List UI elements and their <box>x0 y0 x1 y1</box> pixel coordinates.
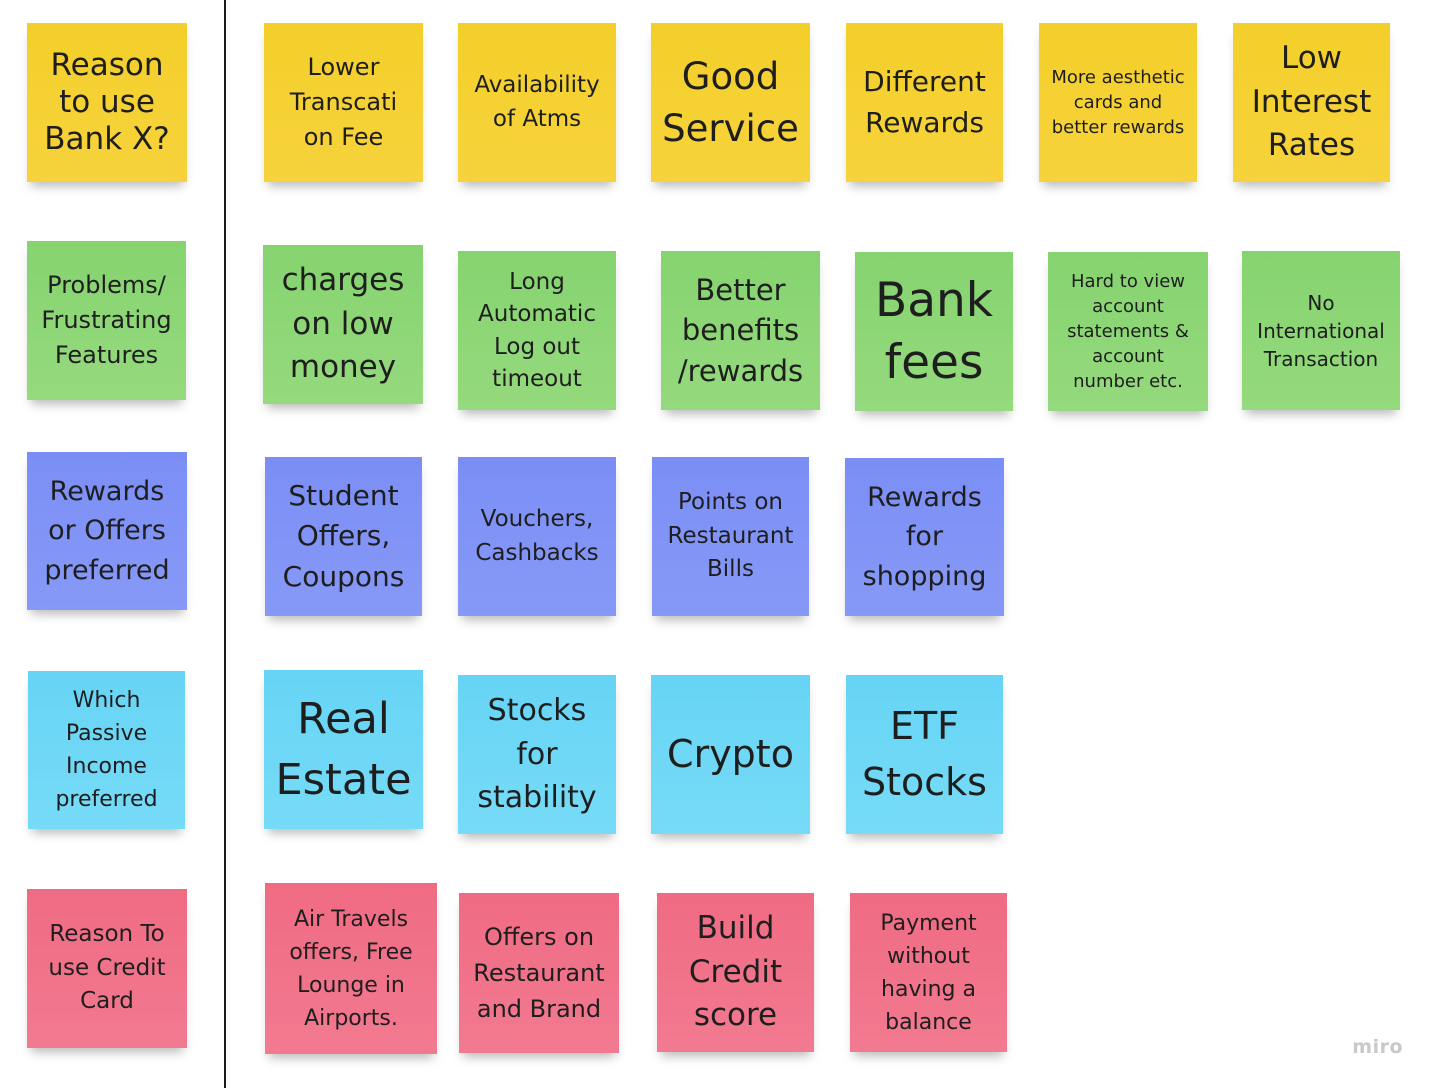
note-text: charges on low money <box>281 262 405 386</box>
note-better-benefits[interactable]: Better benefits /rewards <box>661 251 820 410</box>
note-text: Crypto <box>667 731 794 776</box>
note-build-credit-score[interactable]: Build Credit score <box>657 893 814 1052</box>
note-availability-atms[interactable]: Availability of Atms <box>458 23 616 182</box>
note-student-offers[interactable]: Student Offers, Coupons <box>265 457 422 616</box>
note-points-restaurant[interactable]: Points on Restaurant Bills <box>652 457 809 616</box>
note-text: Payment without having a balance <box>880 910 977 1035</box>
note-text: Air Travels offers, Free Lounge in Airpo… <box>289 906 413 1031</box>
note-text: Bank fees <box>874 273 994 390</box>
note-text: Real Estate <box>275 694 412 805</box>
note-charges-low-money[interactable]: charges on low money <box>263 245 423 404</box>
header-note-credit-card[interactable]: Reason To use Credit Card <box>27 889 187 1048</box>
note-text: Reason to use Bank X? <box>44 46 170 158</box>
note-payment-without-balance[interactable]: Payment without having a balance <box>850 893 1007 1052</box>
note-etf-stocks[interactable]: ETF Stocks <box>846 675 1003 834</box>
note-stocks-stability[interactable]: Stocks for stability <box>458 675 616 834</box>
note-real-estate[interactable]: Real Estate <box>264 670 423 829</box>
note-air-travel-offers[interactable]: Air Travels offers, Free Lounge in Airpo… <box>265 883 437 1054</box>
note-good-service[interactable]: Good Service <box>651 23 810 182</box>
note-crypto[interactable]: Crypto <box>651 675 810 834</box>
column-divider-line <box>224 0 226 1088</box>
header-note-rewards-offers[interactable]: Rewards or Offers preferred <box>27 452 187 610</box>
note-text: Build Credit score <box>688 910 783 1034</box>
note-text: Good Service <box>662 54 799 150</box>
note-text: Hard to view account statements & accoun… <box>1067 270 1189 393</box>
note-low-interest-rates[interactable]: Low Interest Rates <box>1233 23 1390 182</box>
note-rewards-shopping[interactable]: Rewards for shopping <box>845 458 1004 616</box>
note-text: Different Rewards <box>863 64 986 139</box>
note-text: Long Automatic Log out timeout <box>478 269 596 392</box>
note-text: Points on Restaurant Bills <box>667 489 794 583</box>
note-text: ETF Stocks <box>862 704 987 804</box>
note-text: Reason To use Credit Card <box>48 921 166 1015</box>
note-offers-restaurant-brand[interactable]: Offers on Restaurant and Brand <box>459 893 619 1053</box>
note-text: More aesthetic cards and better rewards <box>1051 66 1185 139</box>
note-text: Availability of Atms <box>474 72 600 132</box>
note-no-international-transaction[interactable]: No International Transaction <box>1242 251 1400 410</box>
note-different-rewards[interactable]: Different Rewards <box>846 23 1003 182</box>
note-hard-to-view-statements[interactable]: Hard to view account statements & accoun… <box>1048 252 1208 411</box>
note-text: Stocks for stability <box>477 693 597 816</box>
header-note-passive-income[interactable]: Which Passive Income preferred <box>28 671 185 829</box>
note-long-logout-timeout[interactable]: Long Automatic Log out timeout <box>458 251 616 410</box>
header-note-problems[interactable]: Problems/ Frustrating Features <box>27 241 186 400</box>
note-text: Better benefits /rewards <box>677 272 804 388</box>
note-text: Low Interest Rates <box>1251 40 1372 164</box>
note-text: No International Transaction <box>1257 290 1385 371</box>
note-text: Which Passive Income preferred <box>55 688 158 812</box>
header-note-reason-bank[interactable]: Reason to use Bank X? <box>27 23 187 182</box>
note-text: Rewards for shopping <box>862 482 987 592</box>
note-text: Problems/ Frustrating Features <box>41 271 172 369</box>
note-vouchers-cashbacks[interactable]: Vouchers, Cashbacks <box>458 457 616 616</box>
note-text: Lower Transcati on Fee <box>289 53 398 151</box>
note-lower-transaction-fee[interactable]: Lower Transcati on Fee <box>264 23 423 182</box>
note-text: Student Offers, Coupons <box>282 478 405 593</box>
note-text: Vouchers, Cashbacks <box>475 506 599 566</box>
miro-watermark-logo: miro <box>1352 1036 1403 1058</box>
note-text: Rewards or Offers preferred <box>44 476 170 586</box>
note-bank-fees[interactable]: Bank fees <box>855 252 1013 411</box>
note-aesthetic-cards[interactable]: More aesthetic cards and better rewards <box>1039 23 1197 182</box>
note-text: Offers on Restaurant and Brand <box>473 923 605 1023</box>
